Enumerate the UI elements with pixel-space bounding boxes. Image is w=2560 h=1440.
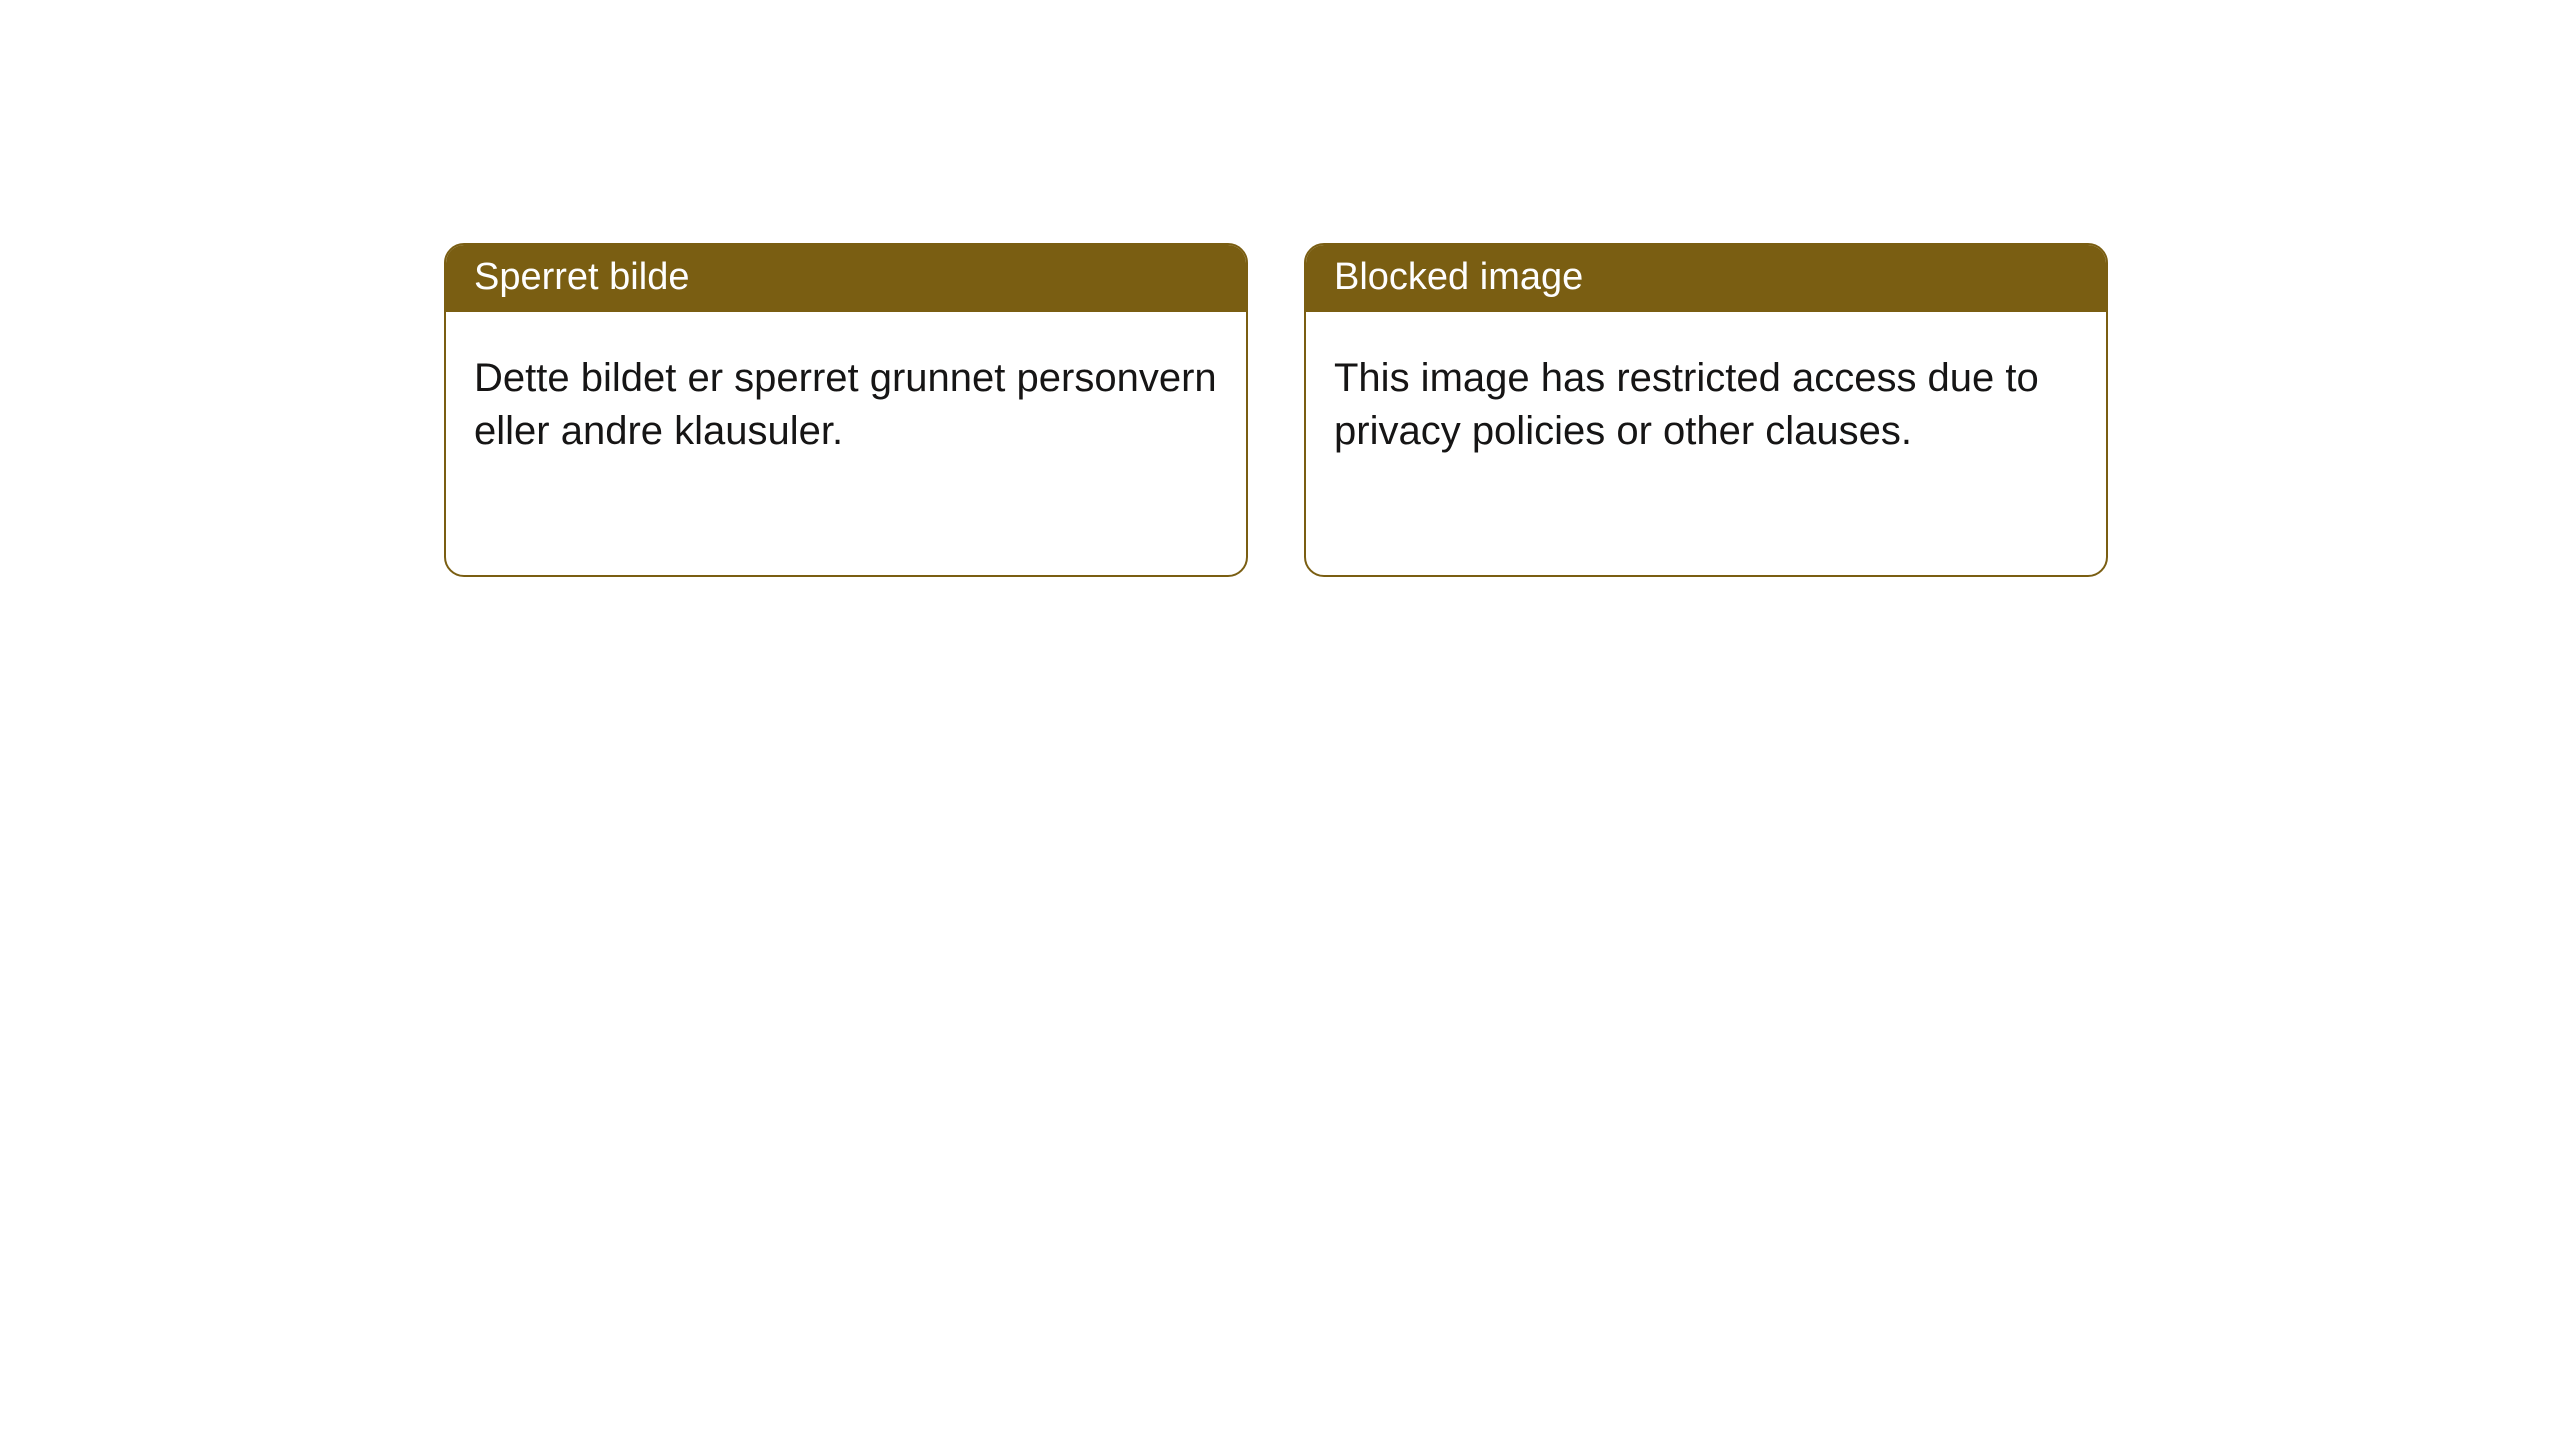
card-norwegian-title: Sperret bilde (446, 245, 1246, 312)
card-english: Blocked image This image has restricted … (1304, 243, 2108, 577)
card-norwegian-body: Dette bildet er sperret grunnet personve… (446, 312, 1246, 498)
card-english-title: Blocked image (1306, 245, 2106, 312)
cards-container: Sperret bilde Dette bildet er sperret gr… (444, 243, 2108, 577)
card-english-body: This image has restricted access due to … (1306, 312, 2106, 498)
card-norwegian: Sperret bilde Dette bildet er sperret gr… (444, 243, 1248, 577)
